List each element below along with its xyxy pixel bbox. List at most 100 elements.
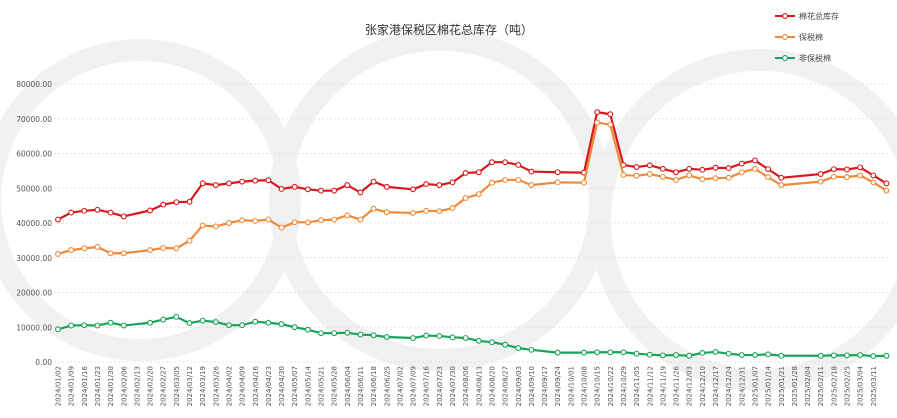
series-3	[55, 313, 890, 360]
data-point	[410, 186, 416, 193]
x-tick-label: 2024/04/23	[265, 366, 273, 406]
data-point	[265, 319, 272, 326]
legend-item: 非保税棉	[775, 53, 831, 63]
y-axis: 0.00 10000.00 20000.00 30000.00 40000.00 5000…	[16, 80, 52, 367]
data-point	[594, 349, 601, 356]
data-point	[515, 176, 522, 183]
data-point	[515, 162, 522, 168]
x-tick-label: 2025/02/25	[844, 366, 852, 406]
data-point	[239, 178, 246, 185]
series-line	[57, 315, 887, 358]
data-point	[94, 206, 101, 213]
x-tick-label: 2025/01/07	[751, 366, 759, 406]
data-point	[778, 174, 785, 181]
x-tick-label: 2025/01/14	[765, 365, 773, 406]
data-point	[160, 245, 167, 251]
data-point	[370, 205, 377, 212]
data-point	[436, 182, 443, 189]
data-point	[199, 180, 206, 187]
data-point	[712, 348, 719, 355]
data-point	[68, 322, 75, 329]
data-point	[870, 353, 877, 360]
data-point	[725, 165, 732, 172]
x-tick-label: 2024/08/13	[475, 366, 483, 406]
data-point	[252, 177, 259, 184]
data-point	[160, 316, 167, 323]
legend-item: 保税棉	[775, 32, 823, 42]
x-tick-label: 2025/01/21	[778, 366, 786, 406]
data-point	[120, 322, 127, 329]
data-point	[659, 352, 666, 359]
x-tick-label: 2024/01/09	[68, 366, 76, 406]
data-point	[199, 317, 206, 324]
data-point	[765, 166, 772, 173]
x-tick-label: 2024/10/08	[581, 366, 589, 406]
y-tick-label: 50000.00	[16, 184, 52, 193]
legend-marker	[782, 55, 788, 61]
x-tick-label: 2024/03/05	[173, 366, 181, 406]
data-point	[423, 181, 430, 188]
data-point	[449, 179, 456, 186]
x-tick-label: 2024/04/09	[239, 366, 247, 406]
data-point	[712, 175, 719, 182]
data-point	[304, 219, 311, 226]
data-point	[594, 119, 601, 126]
x-tick-label: 2024/12/31	[738, 366, 746, 406]
data-point	[528, 346, 535, 353]
y-tick-label: 60000.00	[16, 150, 52, 159]
legend-marker	[782, 34, 788, 40]
x-tick-label: 2024/06/04	[344, 365, 352, 406]
data-point	[107, 319, 114, 326]
data-point	[331, 330, 338, 337]
data-point	[725, 350, 732, 357]
grid	[54, 83, 890, 363]
x-tick-label: 2025/02/11	[817, 366, 825, 406]
data-point	[173, 313, 180, 320]
data-point	[817, 352, 824, 359]
data-point	[738, 169, 745, 176]
data-point	[778, 352, 785, 359]
data-point	[699, 166, 706, 173]
x-tick-label: 2024/02/20	[147, 366, 155, 406]
data-point	[147, 319, 154, 326]
data-point	[475, 191, 482, 198]
data-point	[449, 334, 456, 341]
data-point	[383, 209, 390, 216]
data-point	[830, 352, 837, 359]
data-point	[475, 169, 482, 176]
data-point	[318, 187, 324, 194]
y-tick-label: 0.00	[35, 358, 52, 367]
y-tick-label: 10000.00	[16, 323, 52, 332]
data-point	[357, 189, 364, 196]
data-point	[607, 121, 614, 128]
x-tick-label: 2024/08/20	[488, 366, 496, 406]
data-point	[857, 172, 864, 179]
data-point	[502, 159, 509, 166]
x-tick-label: 2025/03/11	[870, 366, 878, 406]
x-tick-label: 2024/03/12	[186, 366, 194, 406]
data-point	[252, 318, 259, 325]
data-point	[186, 198, 193, 205]
data-point	[686, 352, 693, 359]
data-point	[462, 170, 469, 176]
data-point	[383, 183, 390, 190]
x-tick-label: 2025/02/04	[804, 365, 812, 406]
x-tick-label: 2024/07/09	[410, 366, 418, 406]
data-point	[410, 209, 416, 216]
x-tick-label: 2024/07/16	[423, 365, 431, 406]
x-tick-label: 2024/06/11	[357, 366, 365, 406]
data-point	[318, 330, 324, 337]
data-point	[120, 213, 127, 220]
x-tick-label: 2024/12/24	[725, 365, 733, 406]
data-point	[883, 180, 890, 187]
data-point	[673, 176, 679, 183]
data-point	[370, 332, 377, 339]
x-tick-label: 2024/11/12	[646, 366, 654, 406]
data-point	[199, 222, 206, 229]
data-point	[423, 207, 430, 214]
data-point	[212, 223, 219, 230]
data-point	[81, 245, 88, 252]
x-tick-label: 2024/10/01	[567, 366, 575, 406]
